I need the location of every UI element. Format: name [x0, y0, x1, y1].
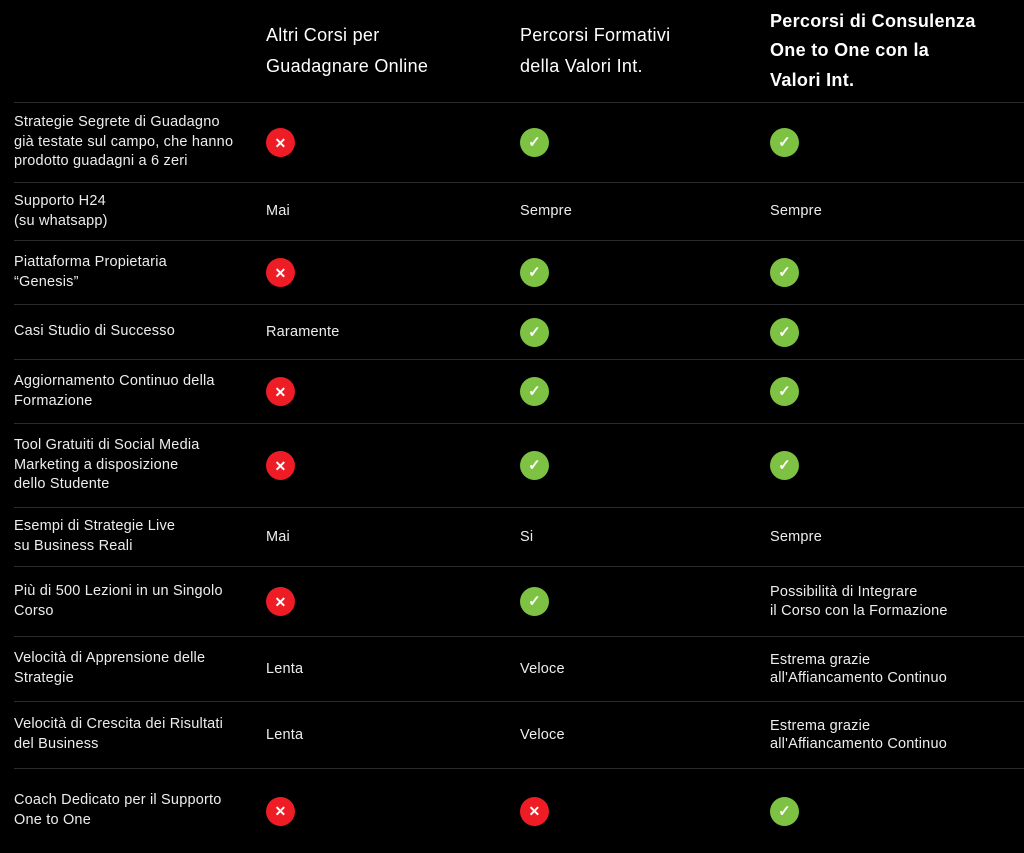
table-row: Strategie Segrete di Guadagno già testat…	[14, 103, 1024, 183]
value-icon-cell: ✓	[520, 377, 770, 406]
table-row: Casi Studio di Successo Raramente ✓ ✓	[14, 305, 1024, 360]
value-icon-cell: ✕	[266, 128, 520, 157]
feature-label: Strategie Segrete di Guadagno già testat…	[14, 114, 234, 170]
check-icon: ✓	[770, 258, 799, 287]
check-icon: ✓	[520, 587, 549, 616]
table-header: Altri Corsi per Guadagnare Online Percor…	[14, 0, 1024, 103]
table-row: Esempi di Strategie Live su Business Rea…	[14, 508, 1024, 567]
check-icon: ✓	[770, 451, 799, 480]
value-icon-cell: ✕	[266, 377, 520, 406]
table-row: Velocità di Apprensione delle Strategie L…	[14, 637, 1024, 702]
cross-icon: ✕	[520, 796, 549, 826]
value-text: Raramente	[266, 323, 340, 340]
cross-icon: ✕	[266, 451, 295, 480]
value-icon-cell: ✓	[770, 451, 1024, 480]
feature-label: Coach Dedicato per il Supporto One to On…	[14, 792, 222, 828]
feature-label: Velocità di Apprensione delle Strategie	[14, 650, 206, 686]
table-row: Tool Gratuiti di Social Media Marketing …	[14, 424, 1024, 508]
value-text: Estrema grazie all'Affiancamento Continu…	[770, 651, 947, 686]
value-icon-cell: ✕	[266, 451, 520, 480]
feature-label: Aggiornamento Continuo della Formazione	[14, 372, 215, 409]
value-text: Veloce	[520, 660, 565, 677]
value-text: Estrema grazie all'Affiancamento Continu…	[770, 717, 947, 752]
column-header-consulenza-one-to-one: Percorsi di Consulenza One to One con la…	[770, 11, 976, 90]
check-icon: ✓	[520, 317, 549, 347]
cross-icon: ✕	[266, 128, 295, 157]
value-icon-cell: ✕	[520, 796, 770, 826]
value-text: Sempre	[770, 528, 822, 545]
value-text: Mai	[266, 203, 290, 220]
value-icon-cell: ✓	[520, 128, 770, 157]
cross-icon: ✕	[266, 377, 295, 406]
check-icon: ✓	[770, 317, 799, 347]
value-icon-cell: ✓	[770, 258, 1024, 287]
table-row: Aggiornamento Continuo della Formazione ✕…	[14, 360, 1024, 424]
column-header-altri-corsi: Altri Corsi per Guadagnare Online	[266, 25, 429, 76]
comparison-rows: Strategie Segrete di Guadagno già testat…	[0, 103, 1024, 853]
check-icon: ✓	[520, 377, 549, 406]
value-icon-cell: ✕	[266, 796, 520, 826]
value-icon-cell: ✕	[266, 258, 520, 287]
check-icon: ✓	[770, 796, 799, 826]
feature-label: Esempi di Strategie Live su Business Rea…	[14, 518, 176, 554]
table-row: Coach Dedicato per il Supporto One to On…	[14, 769, 1024, 853]
feature-label: Piattaforma Propietaria “Genesis”	[14, 253, 167, 290]
feature-label: Velocità di Crescita dei Risultati del B…	[14, 716, 224, 752]
table-row: Piattaforma Propietaria “Genesis” ✕ ✓ ✓	[14, 241, 1024, 305]
value-text: Lenta	[266, 660, 304, 677]
cross-icon: ✕	[266, 258, 295, 287]
value-icon-cell: ✓	[770, 317, 1024, 347]
table-row: Più di 500 Lezioni in un Singolo Corso ✕ ✓…	[14, 567, 1024, 637]
value-icon-cell: ✓	[770, 796, 1024, 826]
check-icon: ✓	[520, 128, 549, 157]
table-row: Velocità di Crescita dei Risultati del B…	[14, 702, 1024, 769]
value-icon-cell: ✕	[266, 587, 520, 616]
value-icon-cell: ✓	[520, 317, 770, 347]
value-text: Possibilità di Integrare il Corso con la…	[770, 584, 948, 619]
column-header-percorsi-formativi: Percorsi Formativi della Valori Int.	[520, 25, 671, 76]
value-text: Veloce	[520, 726, 565, 743]
check-icon: ✓	[520, 451, 549, 480]
check-icon: ✓	[770, 128, 799, 157]
value-text: Mai	[266, 528, 290, 545]
cross-icon: ✕	[266, 587, 295, 616]
value-text: Si	[520, 528, 534, 545]
cross-icon: ✕	[266, 796, 295, 826]
check-icon: ✓	[770, 377, 799, 406]
value-icon-cell: ✓	[770, 128, 1024, 157]
value-text: Sempre	[520, 203, 572, 220]
table-row: Supporto H24 (su whatsapp) Mai Sempre Sempr…	[14, 183, 1024, 241]
feature-label: Tool Gratuiti di Social Media Marketing …	[14, 437, 200, 493]
value-text: Lenta	[266, 726, 304, 743]
feature-label: Casi Studio di Successo	[14, 323, 175, 340]
value-icon-cell: ✓	[520, 258, 770, 287]
value-icon-cell: ✓	[520, 587, 770, 616]
value-icon-cell: ✓	[520, 451, 770, 480]
value-text: Sempre	[770, 203, 822, 220]
value-icon-cell: ✓	[770, 377, 1024, 406]
feature-label: Più di 500 Lezioni in un Singolo Corso	[14, 582, 223, 619]
feature-label: Supporto H24 (su whatsapp)	[14, 192, 108, 229]
check-icon: ✓	[520, 258, 549, 287]
